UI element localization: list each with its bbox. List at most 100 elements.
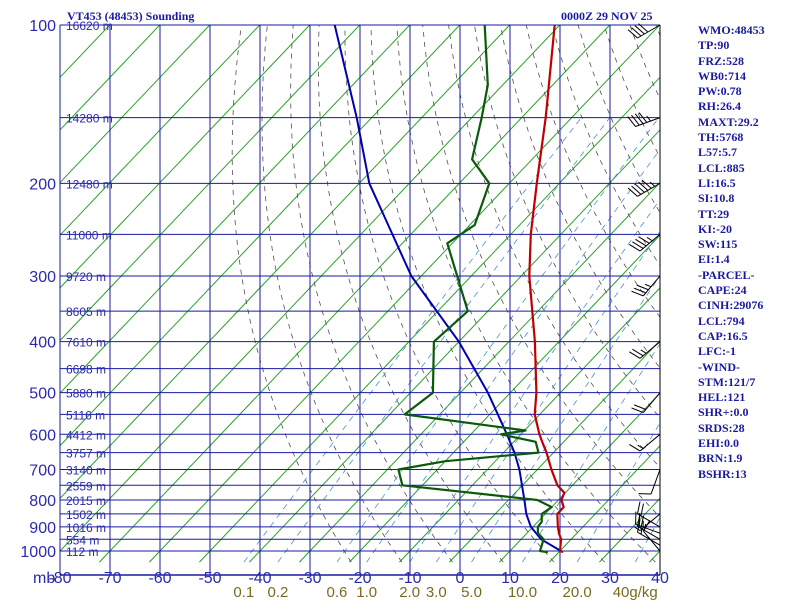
mixing-ratio-tick-label: 10.0 (508, 584, 537, 600)
index-item: SRDS:28 (698, 420, 745, 435)
barb-feather (638, 112, 648, 123)
index-item: EHI:0.0 (698, 436, 740, 451)
barb-feather (632, 241, 644, 249)
index-item: WMO:48453 (698, 23, 765, 37)
temperature-tick-label: -10 (398, 570, 421, 587)
mixing-ratio-line (435, 230, 660, 563)
barb-feather (638, 236, 650, 244)
index-item: PW:0.78 (698, 84, 742, 99)
height-label: 3140 m (66, 464, 106, 478)
index-item: BSHR:13 (698, 466, 747, 481)
height-label: 554 m (66, 533, 99, 547)
dewpoint-profile-line (397, 25, 553, 554)
isotherm-line (499, 392, 660, 563)
mixing-ratio-tick-label: 5.0 (461, 584, 482, 600)
index-item: CINH:29076 (698, 298, 764, 313)
temperature-tick-label: 10 (501, 570, 519, 587)
temperature-tick-label: 40 (651, 570, 669, 587)
barb-feather (629, 351, 641, 359)
height-label: 6698 m (66, 363, 106, 377)
index-item: -PARCEL- (698, 267, 755, 282)
barb-feather (634, 25, 645, 35)
isotherm-line (249, 129, 660, 563)
barb-staff (637, 182, 661, 197)
height-label: 7610 m (66, 336, 106, 350)
mixing-ratio-tick-label: 0.1 (233, 584, 254, 600)
temperature-tick-label: 0 (456, 570, 465, 587)
temperature-profile-line (528, 25, 566, 554)
barb-staff (650, 469, 661, 495)
isotherm-line (349, 234, 660, 563)
height-label: 14280 m (66, 112, 113, 126)
index-item: L57:5.7 (698, 145, 737, 160)
mixing-ratio-tick-label: 0.6 (327, 584, 348, 600)
parcel-path-line (333, 25, 564, 553)
dry-adiabat-line (759, 25, 800, 562)
dry-adiabat-line (577, 25, 660, 214)
barb-feather (638, 181, 649, 191)
index-item: TP:90 (698, 38, 730, 53)
pressure-tick-label: 500 (29, 386, 56, 403)
index-item: CAP:16.5 (698, 328, 748, 343)
pressure-tick-label: 800 (29, 493, 56, 510)
index-item: SHR+:0.0 (698, 405, 749, 420)
index-item: LCL:885 (698, 160, 745, 175)
temperature-tick-label: -20 (348, 570, 371, 587)
height-label: 3757 m (66, 447, 106, 461)
pressure-tick-label: 300 (29, 269, 56, 286)
barb-staff (639, 233, 661, 252)
index-item: STM:121/7 (698, 374, 756, 389)
isotherm-line (60, 25, 261, 236)
index-item: LI:16.5 (698, 175, 736, 190)
barb-half-feather (646, 115, 651, 122)
barb-feather (631, 185, 642, 195)
isotherm-line (60, 25, 311, 289)
wind-barbs (627, 23, 661, 575)
barb-feather (638, 23, 649, 33)
index-item: MAXT:29.2 (698, 114, 759, 129)
wind-barb (627, 23, 661, 39)
barb-half-feather (643, 523, 647, 531)
height-label: 2015 m (66, 494, 106, 508)
x-axis-prefix: mb (33, 570, 55, 587)
height-label: 1502 m (66, 508, 106, 522)
dry-adiabat-line (422, 25, 660, 518)
index-item: TT:29 (698, 206, 730, 221)
barb-half-feather (646, 237, 653, 242)
barb-feather (627, 116, 636, 127)
barb-half-feather (649, 181, 656, 187)
barb-feather (634, 113, 644, 125)
barb-half-feather (640, 349, 647, 354)
height-label: 5116 m (66, 408, 105, 422)
height-label: 5880 m (66, 387, 106, 401)
isotherm-line (99, 25, 611, 563)
wind-barb (629, 341, 661, 359)
wind-barb (629, 233, 661, 252)
barb-staff (637, 24, 661, 39)
index-item: -WIND- (698, 359, 740, 374)
mixing-ratio-tick-label: 0.2 (268, 584, 289, 600)
pressure-tick-label: 200 (29, 176, 56, 193)
barb-feather (640, 503, 644, 517)
temperature-tick-label: 30 (601, 570, 619, 587)
temperature-tick-label: -70 (98, 570, 121, 587)
dry-adiabat-line (261, 25, 403, 563)
height-label: 2559 m (66, 479, 106, 493)
temperature-tick-label: -60 (148, 570, 171, 587)
index-item: RH:26.4 (698, 99, 741, 114)
isotherm-line (60, 25, 561, 552)
isotherm-line (60, 25, 511, 500)
pressure-tick-label: 700 (29, 463, 56, 480)
barb-staff (635, 523, 661, 534)
barb-feather (629, 243, 641, 252)
wind-barb (631, 392, 661, 414)
barb-feather (631, 27, 642, 37)
barb-staff (639, 513, 661, 531)
dry-adiabat-line (290, 25, 453, 563)
isotherm-line (199, 76, 660, 563)
barb-staff (637, 531, 661, 546)
height-label: 12480 m (66, 177, 113, 191)
index-item: BRN:1.9 (698, 451, 743, 466)
temperature-tick-label: -80 (48, 570, 71, 587)
